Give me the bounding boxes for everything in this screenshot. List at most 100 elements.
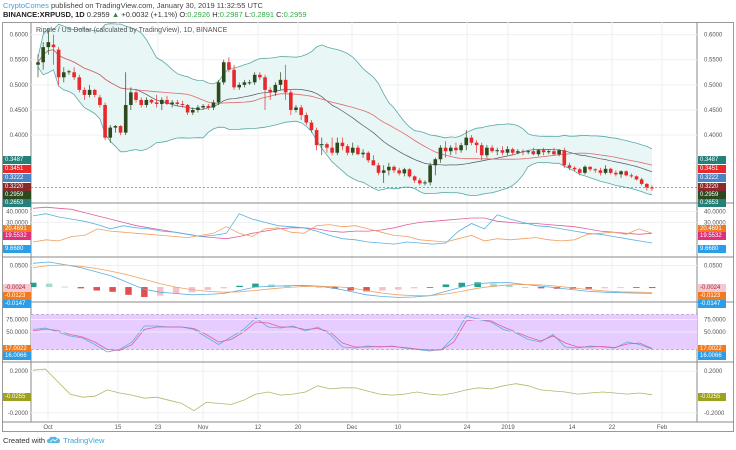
candle: [180, 103, 185, 105]
macd-histogram-bar: [395, 287, 402, 290]
candle: [583, 166, 587, 173]
price-tag: 0.2653: [698, 199, 726, 207]
candle: [139, 99, 143, 105]
candle: [541, 150, 546, 153]
candle: [118, 126, 123, 133]
candle: [624, 171, 629, 176]
candle: [314, 130, 319, 146]
candle: [381, 170, 386, 173]
low-label: L:: [244, 10, 252, 19]
macd-histogram-bar: [506, 284, 513, 288]
published-text: published on TradingView.com, January 30…: [50, 1, 263, 10]
y-tick-label: 75.0000: [6, 318, 28, 324]
macd-tag: -0.0123: [698, 292, 726, 300]
y-tick-label: -0.2000: [704, 411, 725, 417]
osc-tag: -0.0255: [3, 393, 31, 401]
candle: [165, 99, 169, 104]
dmi-tag: 20.4691: [3, 225, 31, 233]
x-tick-label: 10: [395, 425, 402, 431]
candle: [464, 137, 469, 146]
macd-histogram-bar: [30, 282, 37, 288]
x-tick-label: 20: [295, 425, 302, 431]
macd-histogram-bar: [617, 287, 624, 288]
candle: [448, 147, 453, 152]
candle: [598, 170, 603, 173]
macd-histogram-bar: [331, 287, 339, 289]
candle: [536, 150, 541, 155]
macd-tag: -0.0123: [3, 292, 31, 300]
footer: Created with TradingView: [3, 436, 104, 445]
candle: [283, 79, 288, 93]
candle: [552, 151, 556, 155]
dmi-tag: 20.4691: [698, 225, 726, 233]
macd-histogram-bar: [410, 287, 418, 289]
candle: [454, 147, 458, 151]
candle: [98, 97, 102, 105]
bollinger-bands: [37, 23, 653, 196]
tradingview-link[interactable]: TradingView: [63, 436, 105, 445]
publish-info: CryptoComes published on TradingView.com…: [3, 1, 263, 10]
y-tick-label: 0.6000: [10, 33, 29, 39]
macd-histogram-bar: [426, 287, 434, 288]
candle: [325, 144, 329, 148]
x-tick-label: Nov: [198, 425, 209, 431]
stoch-y-axis: 75.0000 75.0000 50.0000 50.0000: [6, 318, 726, 337]
author-link[interactable]: CryptoComes: [3, 1, 49, 10]
candle: [593, 169, 598, 171]
candles: [36, 29, 654, 191]
macd-histogram-bar: [474, 282, 481, 288]
x-axis-labels: Oct 15 23 Nov 12 20 Dec 10 24 2019 14 22 Feb: [43, 425, 668, 431]
candle: [67, 71, 71, 73]
candle: [505, 149, 510, 153]
y-tick-label: 40.0000: [6, 210, 28, 216]
oscillator: [32, 368, 653, 412]
candle: [407, 169, 412, 177]
candle: [340, 142, 345, 147]
y-tick-label: 0.5000: [10, 83, 29, 89]
osc-tag: -0.0255: [698, 393, 726, 401]
candle: [490, 147, 494, 152]
x-tick-label: 15: [115, 425, 122, 431]
candle: [577, 169, 582, 173]
candle: [129, 92, 133, 105]
candle: [572, 167, 577, 170]
candle: [387, 166, 391, 171]
candle: [304, 115, 309, 123]
candle: [531, 151, 536, 155]
open-value: 0.2926: [187, 10, 211, 19]
candle: [92, 89, 97, 95]
candle: [87, 89, 92, 95]
x-tick-label: 14: [569, 425, 576, 431]
candle: [423, 182, 427, 184]
macd-histogram-bar: [522, 287, 529, 288]
y-tick-label: 0.2000: [10, 369, 29, 375]
tradingview-cloud-icon: [47, 436, 61, 443]
macd-histogram-bar: [379, 287, 386, 291]
candle: [500, 150, 505, 153]
candle: [459, 145, 463, 151]
macd-histogram-bar: [77, 287, 85, 289]
x-tick-label: 23: [155, 425, 162, 431]
candle: [330, 147, 334, 153]
macd-histogram-bar: [156, 287, 164, 296]
y-tick-label: 40.0000: [704, 210, 726, 216]
stoch-line: [32, 318, 653, 351]
price-tag: 0.3220: [698, 183, 726, 191]
candle: [82, 89, 87, 95]
candle: [547, 151, 551, 153]
stoch-tag: 16.0066: [698, 352, 726, 360]
macd-histogram-bar: [45, 283, 53, 288]
macd-tag: -0.0024: [698, 284, 726, 292]
x-tick-label: Dec: [347, 425, 358, 431]
chart-frame: [2, 22, 734, 432]
osc-line: [32, 368, 653, 412]
candle: [495, 150, 500, 152]
symbol: BINANCE:XRPUSD, 1D: [3, 10, 85, 19]
candle: [175, 102, 180, 104]
y-tick-label: 0.4000: [10, 133, 29, 139]
macd-histogram-bar: [141, 287, 148, 297]
candle: [232, 69, 236, 88]
y-tick-label: 50.0000: [704, 330, 726, 336]
macd-histogram-bar: [172, 287, 180, 294]
